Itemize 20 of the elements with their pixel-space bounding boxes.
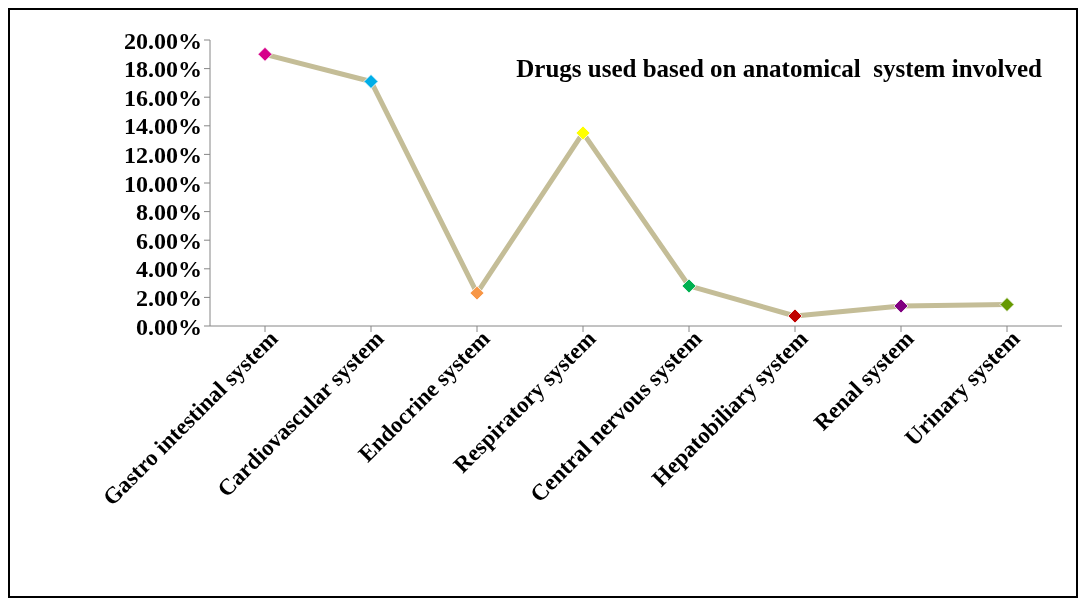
point	[469, 285, 485, 301]
y-tick-label: 20.00%	[124, 27, 202, 54]
point	[575, 125, 591, 141]
y-tick-label: 18.00%	[124, 56, 202, 83]
point	[257, 46, 273, 62]
y-tick-label: 14.00%	[124, 113, 202, 140]
y-tick-label: 12.00%	[124, 141, 202, 168]
point	[681, 278, 697, 294]
y-tick-label: 10.00%	[124, 170, 202, 197]
y-tick-label: 6.00%	[136, 227, 202, 254]
y-tick-label: 16.00%	[124, 84, 202, 111]
y-tick-label: 2.00%	[136, 284, 202, 311]
point	[893, 298, 909, 314]
point	[787, 308, 803, 324]
text: Drugs used based on anatomical system involved	[516, 55, 1043, 82]
y-tick-label: 8.00%	[136, 199, 202, 226]
point	[363, 74, 379, 89]
point	[999, 297, 1015, 312]
y-tick-label: 4.00%	[136, 256, 202, 283]
y-tick-label: 0.00%	[136, 313, 202, 340]
